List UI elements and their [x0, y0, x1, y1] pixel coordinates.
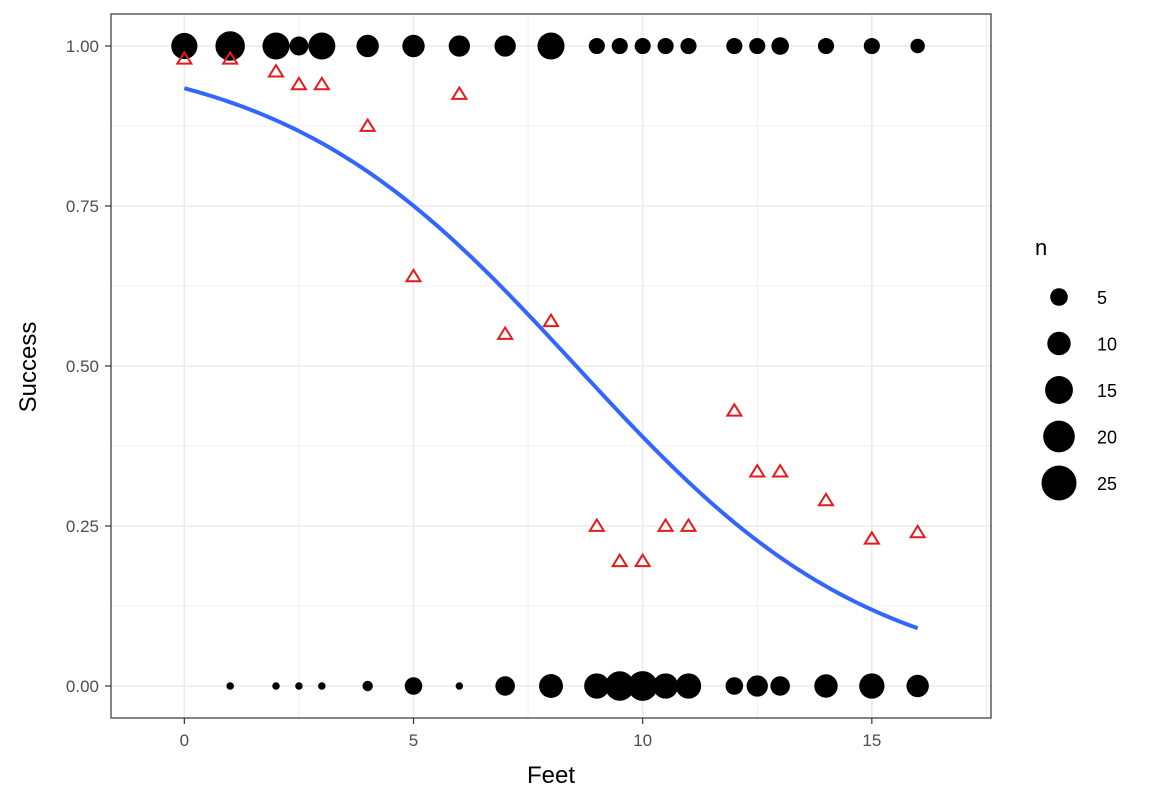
- x-axis: 0 5 10 15: [180, 718, 881, 750]
- logistic-fit-curve: [183, 86, 919, 631]
- legend-key-circle: [1043, 420, 1075, 453]
- proportion-marker: [542, 312, 560, 328]
- legend-label: 25: [1097, 474, 1117, 494]
- proportion-marker: [221, 50, 239, 65]
- y-axis: 0.00 0.25 0.50 0.75 1.00: [66, 37, 111, 696]
- legend-key-circle: [1045, 376, 1073, 404]
- proportion-marker: [588, 517, 606, 532]
- proportion-marker: [610, 552, 629, 568]
- success-count-point: [817, 37, 835, 55]
- failure-count-point: [725, 677, 744, 695]
- success-count-point: [448, 35, 470, 57]
- proportion-marker: [725, 402, 744, 417]
- y-axis-title: Success: [15, 322, 42, 413]
- size-legend: n 5 10 15 20 25: [1035, 235, 1117, 501]
- proportion-markers-layer: [175, 50, 927, 568]
- success-count-point: [634, 37, 651, 55]
- success-count-point: [726, 37, 743, 55]
- x-tick-label: 5: [409, 731, 418, 750]
- failure-count-point: [495, 676, 515, 696]
- fit-curve-layer: [183, 86, 919, 631]
- failure-count-point: [295, 682, 303, 690]
- success-count-point: [171, 32, 198, 60]
- legend-label: 10: [1097, 335, 1117, 355]
- proportion-marker: [771, 463, 789, 478]
- legend-label: 20: [1097, 428, 1117, 448]
- success-count-point: [657, 37, 674, 55]
- proportion-marker: [496, 325, 514, 340]
- failure-count-point: [584, 673, 610, 699]
- proportion-marker: [267, 63, 285, 78]
- proportion-marker: [175, 50, 194, 65]
- success-count-point: [910, 38, 925, 54]
- failure-count-point: [746, 675, 768, 697]
- failure-count-point: [362, 680, 373, 692]
- success-count-point: [356, 34, 379, 58]
- success-count-point: [262, 32, 290, 60]
- legend-key-circle: [1050, 288, 1068, 306]
- proportion-marker: [358, 117, 377, 132]
- plot-panel: [110, 13, 992, 719]
- proportion-marker: [656, 517, 675, 532]
- failure-count-point: [770, 676, 790, 696]
- legend-key-circle: [1047, 331, 1071, 356]
- x-axis-title: Feet: [527, 762, 575, 789]
- success-count-point: [308, 32, 336, 60]
- y-tick-label: 0.50: [66, 357, 99, 376]
- proportion-marker: [908, 523, 927, 539]
- success-count-point: [680, 37, 697, 55]
- failure-count-point: [226, 682, 234, 690]
- success-count-point: [588, 37, 605, 55]
- success-count-point: [771, 37, 789, 55]
- failure-count-point: [652, 673, 679, 699]
- failure-count-point: [627, 671, 658, 701]
- proportion-marker: [404, 267, 423, 283]
- proportion-marker: [817, 491, 835, 507]
- success-count-point: [494, 35, 516, 57]
- proportion-marker: [450, 85, 469, 100]
- x-tick-label: 10: [633, 731, 652, 750]
- success-count-point: [289, 36, 309, 56]
- proportion-marker: [863, 530, 881, 545]
- success-count-point: [537, 32, 565, 60]
- failure-count-point: [675, 673, 702, 699]
- y-tick-label: 1.00: [66, 37, 99, 56]
- success-count-point: [215, 31, 245, 61]
- count-points-layer: [171, 31, 929, 701]
- failure-count-point: [318, 682, 326, 690]
- proportion-marker: [748, 463, 767, 478]
- y-tick-label: 0.75: [66, 197, 99, 216]
- failure-count-point: [539, 674, 563, 698]
- failure-count-point: [906, 674, 929, 698]
- proportion-marker: [313, 75, 331, 91]
- success-count-point: [749, 37, 766, 55]
- failure-count-point: [455, 682, 464, 690]
- failure-count-point: [272, 682, 280, 690]
- legend-label: 15: [1097, 381, 1117, 401]
- failure-count-point: [859, 673, 885, 699]
- proportion-marker: [679, 517, 698, 532]
- success-count-point: [611, 37, 628, 55]
- failure-count-point: [814, 674, 838, 698]
- y-tick-label: 0.25: [66, 517, 99, 536]
- success-count-point: [863, 37, 880, 55]
- proportion-marker: [633, 552, 652, 568]
- x-tick-label: 15: [862, 731, 881, 750]
- legend-label: 5: [1097, 288, 1107, 308]
- proportion-marker: [290, 75, 308, 91]
- failure-count-point: [605, 671, 635, 701]
- success-count-point: [402, 34, 425, 58]
- legend-title: n: [1035, 235, 1047, 260]
- grid-minor: [111, 14, 991, 718]
- x-tick-label: 0: [180, 731, 189, 750]
- legend-key-circle: [1041, 465, 1077, 501]
- y-tick-label: 0.00: [66, 677, 99, 696]
- failure-count-point: [404, 677, 423, 695]
